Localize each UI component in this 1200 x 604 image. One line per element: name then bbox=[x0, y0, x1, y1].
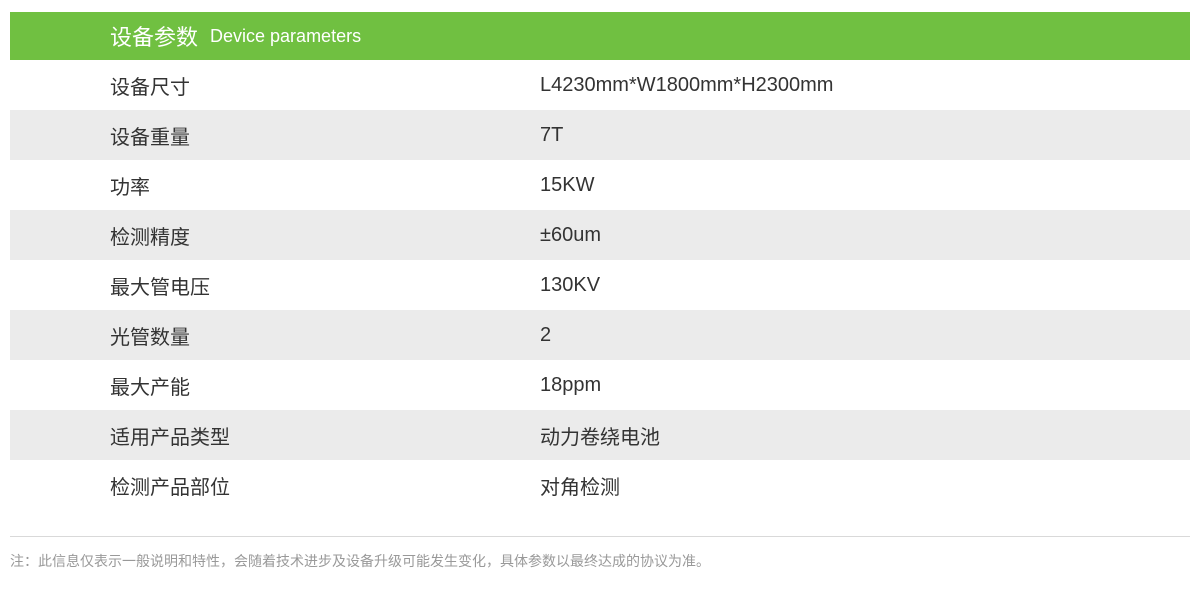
param-label: 光管数量 bbox=[110, 321, 540, 350]
param-label: 适用产品类型 bbox=[110, 421, 540, 450]
table-row: 检测产品部位 对角检测 bbox=[10, 460, 1190, 510]
param-value: 130KV bbox=[540, 274, 1190, 297]
param-label: 最大产能 bbox=[110, 371, 540, 400]
param-label: 检测产品部位 bbox=[110, 471, 540, 500]
param-label: 最大管电压 bbox=[110, 271, 540, 300]
header-title-en: Device parameters bbox=[210, 26, 361, 47]
header-title-cn: 设备参数 bbox=[110, 20, 198, 52]
table-row: 光管数量 2 bbox=[10, 310, 1190, 360]
table-header: 设备参数 Device parameters bbox=[10, 12, 1190, 60]
table-row: 最大产能 18ppm bbox=[10, 360, 1190, 410]
param-value: ±60um bbox=[540, 224, 1190, 247]
param-value: L4230mm*W1800mm*H2300mm bbox=[540, 74, 1190, 97]
table-row: 适用产品类型 动力卷绕电池 bbox=[10, 410, 1190, 460]
param-label: 设备尺寸 bbox=[110, 71, 540, 100]
param-label: 设备重量 bbox=[110, 121, 540, 150]
param-label: 功率 bbox=[110, 171, 540, 200]
table-row: 功率 15KW bbox=[10, 160, 1190, 210]
parameters-table: 设备参数 Device parameters 设备尺寸 L4230mm*W180… bbox=[10, 12, 1190, 510]
param-value: 15KW bbox=[540, 174, 1190, 197]
param-value: 18ppm bbox=[540, 374, 1190, 397]
table-row: 设备重量 7T bbox=[10, 110, 1190, 160]
param-value: 对角检测 bbox=[540, 471, 1190, 500]
table-row: 最大管电压 130KV bbox=[10, 260, 1190, 310]
table-row: 设备尺寸 L4230mm*W1800mm*H2300mm bbox=[10, 60, 1190, 110]
footer-note: 注：此信息仅表示一般说明和特性，会随着技术进步及设备升级可能发生变化，具体参数以… bbox=[10, 551, 1190, 571]
separator-line bbox=[10, 536, 1190, 537]
table-row: 检测精度 ±60um bbox=[10, 210, 1190, 260]
param-label: 检测精度 bbox=[110, 221, 540, 250]
param-value: 7T bbox=[540, 124, 1190, 147]
param-value: 动力卷绕电池 bbox=[540, 421, 1190, 450]
param-value: 2 bbox=[540, 324, 1190, 347]
